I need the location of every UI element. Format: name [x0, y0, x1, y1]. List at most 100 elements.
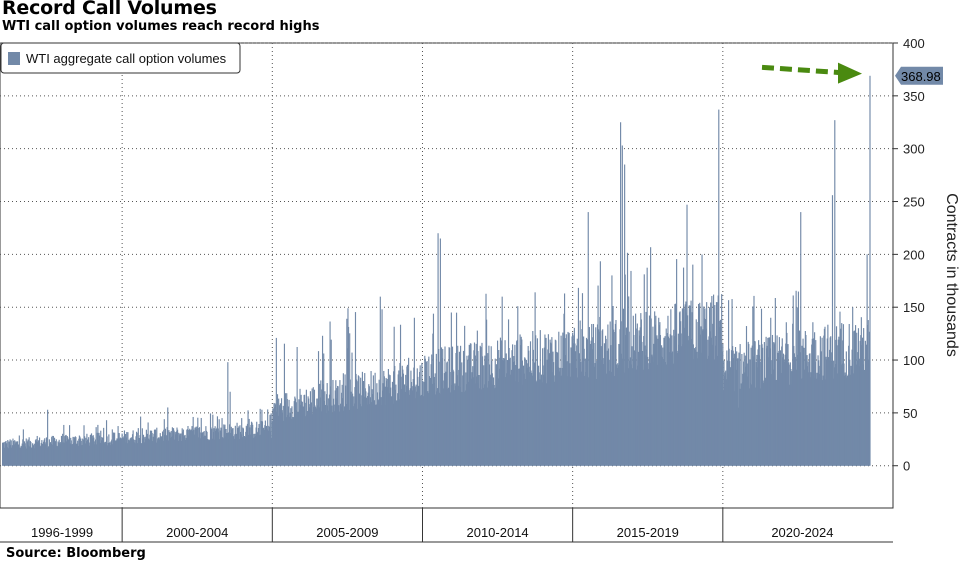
volume-bar [105, 444, 107, 466]
volume-bar [384, 386, 386, 466]
volume-bar [267, 409, 269, 466]
volume-bar [493, 384, 495, 466]
volume-bar [602, 329, 604, 466]
volume-bar [846, 375, 849, 466]
volume-bar [545, 337, 547, 466]
volume-bar [475, 355, 477, 466]
volume-bar [803, 347, 805, 466]
volume-bar [350, 394, 353, 466]
volume-bar [204, 435, 206, 466]
volume-bar [288, 399, 290, 466]
volume-bar [759, 344, 761, 466]
volume-bar [155, 442, 157, 466]
volume-bar [816, 378, 819, 466]
volume-bar [235, 436, 238, 466]
volume-bar [674, 304, 676, 466]
volume-bar [674, 303, 677, 466]
volume-bar [783, 359, 785, 466]
volume-bar [446, 361, 448, 466]
volume-bar [321, 335, 324, 466]
volume-bar [85, 437, 87, 466]
volume-bar [37, 440, 39, 466]
volume-bar [200, 438, 202, 466]
volume-bar [820, 370, 823, 466]
volume-bar [253, 437, 255, 466]
volume-bar [710, 302, 712, 466]
volume-bar [440, 393, 442, 466]
volume-bar [764, 379, 767, 466]
volume-bar [766, 345, 768, 466]
volume-bar [529, 366, 531, 466]
volume-bar [305, 389, 307, 466]
volume-bar [815, 340, 817, 466]
volume-bar [8, 441, 10, 466]
volume-bar [734, 347, 737, 466]
volume-bar [456, 375, 458, 466]
volume-bar [379, 296, 381, 466]
volume-bar [343, 410, 345, 466]
volume-bar [190, 430, 192, 466]
volume-bar [372, 375, 374, 466]
volume-bar [168, 432, 171, 466]
volume-bar [547, 349, 549, 466]
volume-bar [841, 340, 843, 466]
volume-bar [790, 384, 793, 466]
volume-bar [548, 360, 550, 466]
volume-bar [43, 441, 45, 466]
volume-bar [786, 363, 789, 466]
volume-bar [667, 336, 670, 466]
volume-bar [71, 444, 73, 466]
volume-bar [859, 340, 861, 466]
volume-bar [664, 336, 666, 466]
volume-bar [470, 343, 472, 466]
volume-bar [167, 440, 169, 466]
volume-bar [795, 290, 797, 466]
volume-bar [157, 437, 160, 466]
volume-bar [761, 344, 763, 466]
volume-bar [629, 360, 631, 466]
volume-bar [36, 441, 38, 466]
volume-bar [648, 363, 650, 466]
volume-bar [113, 434, 115, 466]
volume-bar [445, 371, 447, 466]
volume-bar [867, 324, 869, 466]
volume-bar [255, 427, 257, 466]
volume-bar [478, 375, 480, 466]
volume-bar [559, 375, 562, 466]
volume-bar [22, 429, 24, 466]
volume-bar [723, 375, 726, 466]
volume-bar [693, 359, 695, 466]
volume-bar [117, 426, 119, 466]
volume-bar [4, 441, 6, 466]
volume-bar [322, 384, 324, 466]
volume-bar [365, 397, 368, 466]
volume-bar [624, 164, 626, 466]
volume-bar [57, 441, 59, 466]
volume-bar [78, 438, 80, 466]
volume-bar [337, 385, 339, 466]
volume-bar [97, 440, 100, 466]
volume-bar [371, 402, 373, 466]
volume-bar [462, 392, 464, 466]
volume-bar [439, 238, 441, 466]
volume-bar [18, 435, 20, 466]
volume-bar [835, 326, 838, 466]
volume-bar [643, 335, 645, 466]
volume-bar [423, 396, 425, 466]
volume-bar [317, 398, 319, 466]
volume-bar [80, 445, 82, 466]
volume-bar [706, 302, 708, 466]
volume-bar [638, 330, 640, 466]
volume-bar [665, 328, 667, 466]
volume-bar [330, 386, 332, 466]
volume-bar [197, 417, 199, 466]
volume-bar [103, 427, 105, 466]
volume-bar [70, 440, 72, 466]
volume-bar [610, 345, 612, 466]
volume-bar [829, 337, 831, 466]
volume-bar [847, 374, 849, 466]
volume-bar [2, 442, 4, 466]
volume-bar [432, 333, 434, 466]
volume-bar [146, 433, 149, 466]
volume-bar [69, 443, 71, 466]
